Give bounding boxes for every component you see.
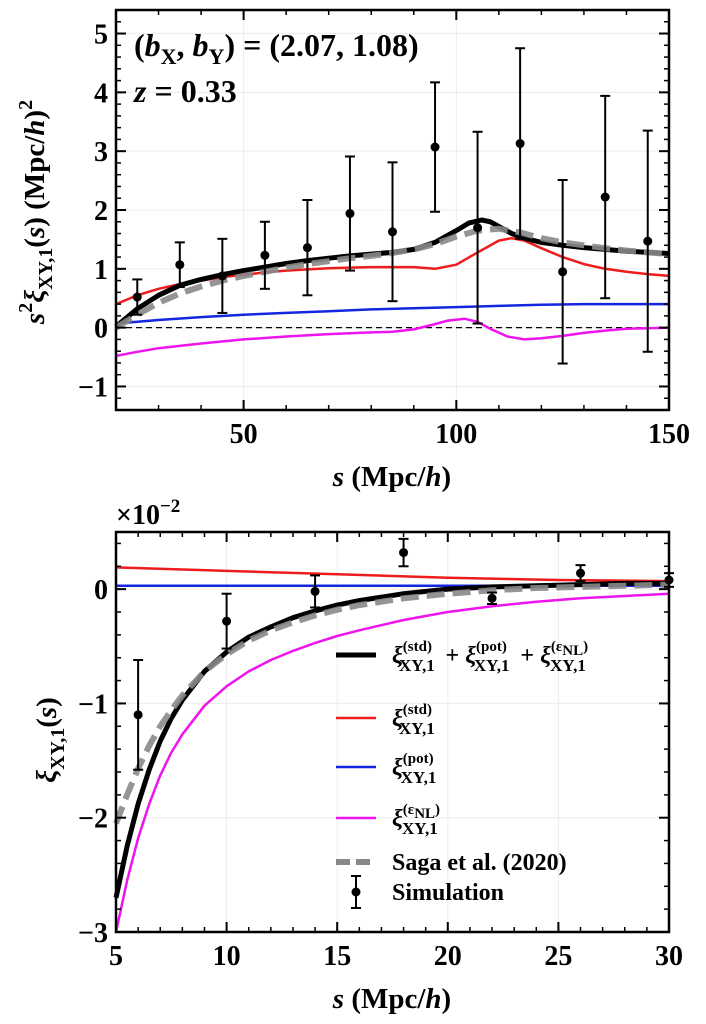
x-tick-label: 100	[435, 419, 477, 450]
y-tick-label: 3	[94, 137, 108, 168]
simulation-point	[575, 564, 586, 583]
bottom-y-multiplier: ×10−2	[116, 496, 180, 531]
legend-label: ξ(std) XY,1	[392, 702, 440, 738]
bottom-x-axis-title: s (Mpc/h)	[332, 983, 451, 1015]
simulation-marker	[515, 139, 525, 149]
simulation-point	[487, 591, 498, 605]
simulation-marker	[399, 548, 409, 558]
simulation-point	[133, 659, 144, 771]
simulation-marker	[558, 267, 568, 277]
series-line-pot	[115, 302, 669, 325]
y-tick-label: 2	[94, 196, 108, 227]
simulation-marker	[310, 586, 320, 596]
simulation-point	[259, 220, 270, 290]
series-line-std	[115, 566, 670, 583]
legend-entry-epsNL: ξ(εNL) XY,1	[336, 802, 443, 838]
bottom-y-axis-title: ξXY,1(s)	[31, 697, 69, 783]
simulation-marker	[302, 243, 312, 253]
simulation-point	[344, 155, 355, 272]
top-x-axis-title: s (Mpc/h)	[332, 461, 451, 493]
legend-label: Saga et al. (2020)	[392, 850, 567, 876]
x-tick-label: 10	[213, 941, 241, 972]
simulation-point	[398, 537, 409, 568]
y-tick-label: 4	[94, 78, 108, 109]
y-tick-label: 5	[94, 20, 108, 51]
simulation-point	[217, 237, 228, 314]
simulation-marker	[388, 227, 397, 237]
legend-entry-std: ξ(std) XY,1	[336, 702, 440, 738]
simulation-point	[174, 241, 185, 289]
top-y-axis-title: s2ξXY,1(s) (Mpc/h)2	[15, 100, 57, 325]
simulation-point	[472, 130, 483, 325]
bottom-legend: ξ(std) XY,1 + ξ(pot) XY,1 + ξ(εNL) XY,1 ξ(s…	[336, 639, 591, 909]
bottom-x-tick-labels: 5 10 15 20 25 30	[109, 941, 683, 972]
x-tick-label: 5	[109, 941, 123, 972]
series-line-epsNL	[115, 317, 670, 358]
bottom-panel: 5 10 15 20 25 30 −3 −2 −1 0 ×10−2 s (Mpc/h) ξXY,…	[31, 496, 683, 1015]
simulation-marker	[576, 568, 586, 578]
simulation-marker	[132, 292, 142, 302]
top-simulation-points	[132, 47, 653, 365]
simulation-marker	[430, 142, 440, 152]
simulation-marker	[222, 616, 232, 626]
simulation-marker	[473, 223, 483, 233]
legend-entry-total: ξ(std) XY,1 + ξ(pot) XY,1 + ξ(εNL) XY,1	[336, 639, 591, 675]
simulation-marker	[487, 593, 497, 603]
simulation-point	[387, 161, 398, 303]
simulation-point	[557, 179, 568, 365]
x-tick-label: 15	[323, 941, 351, 972]
x-tick-label: 20	[434, 941, 462, 972]
legend-label: ξ(εNL) XY,1	[392, 802, 443, 838]
simulation-point	[515, 47, 526, 240]
y-tick-label: 0	[94, 314, 108, 345]
top-y-tick-labels: −1 0 1 2 3 4 5	[78, 20, 108, 404]
simulation-marker	[345, 209, 355, 219]
simulation-marker	[643, 236, 653, 246]
y-tick-label: −2	[78, 804, 108, 835]
series-line-Saga	[113, 581, 670, 825]
x-tick-label: 30	[655, 941, 683, 972]
simulation-point	[642, 129, 653, 353]
simulation-point	[132, 278, 143, 316]
bottom-series	[113, 566, 670, 933]
simulation-point	[302, 199, 313, 297]
legend-entry-Saga: Saga et al. (2020)	[336, 850, 567, 876]
y-tick-label: −3	[78, 918, 108, 949]
legend-label: ξ(pot) XY,1	[392, 751, 441, 787]
legend-label: ξ(std) XY,1 + ξ(pot) XY,1 + ξ(εNL) XY,1	[392, 639, 591, 675]
top-x-tick-labels: 50 100 150	[230, 419, 690, 450]
simulation-marker	[217, 271, 227, 281]
y-tick-label: 1	[94, 255, 108, 286]
top-annotation-redshift: z = 0.33	[133, 73, 237, 109]
simulation-point	[221, 592, 232, 650]
bottom-y-tick-labels: −3 −2 −1 0	[78, 575, 108, 949]
y-tick-label: −1	[78, 372, 108, 403]
legend-entry-pot: ξ(pot) XY,1	[336, 751, 441, 787]
top-annotation-bias: (bX, bY) = (2.07, 1.08)	[134, 27, 419, 69]
simulation-point	[310, 574, 321, 609]
bottom-plot-frame	[114, 530, 671, 934]
legend-entry-Simulation: Simulation	[351, 875, 504, 909]
bottom-ticks	[115, 532, 670, 933]
y-tick-label: 0	[94, 575, 108, 606]
top-panel: 50 100 150 −1 0 1 2 3 4 5 (bX, bY) = (2.07, 1.08…	[15, 8, 690, 493]
simulation-point	[600, 94, 611, 300]
series-line-epsNL	[114, 592, 670, 933]
simulation-point	[430, 81, 441, 213]
y-tick-label: −1	[78, 689, 108, 720]
x-tick-label: 150	[648, 419, 690, 450]
simulation-marker	[260, 250, 270, 260]
top-ticks	[115, 9, 670, 410]
simulation-marker	[175, 260, 185, 270]
legend-label: Simulation	[392, 880, 504, 906]
legend-marker	[351, 887, 361, 897]
simulation-marker	[600, 192, 610, 202]
x-tick-label: 25	[544, 941, 572, 972]
bottom-simulation-points	[133, 537, 674, 771]
simulation-marker	[133, 710, 143, 720]
x-tick-label: 50	[230, 419, 258, 450]
